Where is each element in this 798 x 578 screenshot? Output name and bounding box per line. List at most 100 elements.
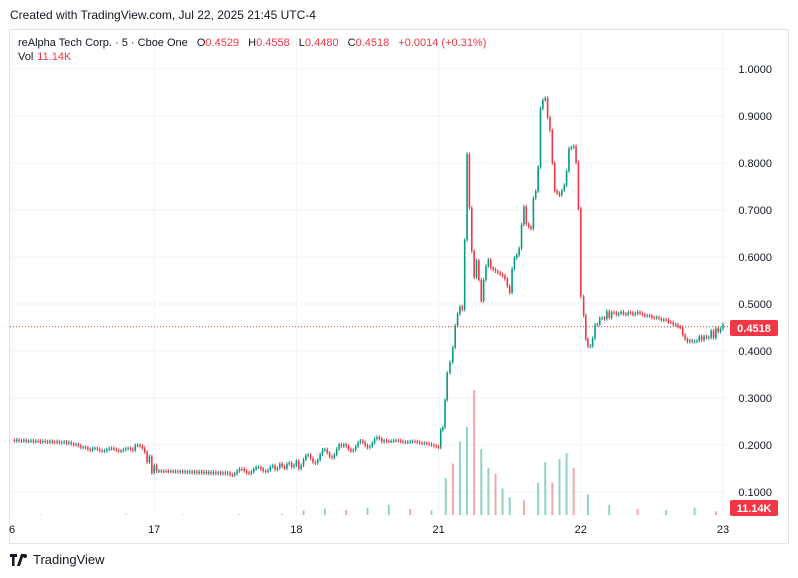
candle-body xyxy=(698,336,701,341)
candle-body xyxy=(615,312,618,315)
volume-bar xyxy=(608,504,611,515)
candle-body xyxy=(143,448,146,453)
candle-body xyxy=(667,319,670,322)
candle-body xyxy=(722,324,724,329)
candle-body xyxy=(300,465,302,469)
candle-body xyxy=(32,440,35,442)
candle-body xyxy=(665,319,667,321)
candle-body xyxy=(629,312,632,314)
volume-bar xyxy=(565,453,568,515)
candle-body xyxy=(115,449,118,451)
candle-body xyxy=(293,465,295,467)
volume-bar xyxy=(430,510,433,515)
candle-body xyxy=(134,445,137,451)
low-label: L xyxy=(298,37,305,49)
candle-body xyxy=(250,471,253,474)
candle-body xyxy=(127,448,129,450)
candle-body xyxy=(558,193,561,196)
candle-body xyxy=(295,461,298,466)
candle-body xyxy=(326,449,329,453)
candle-body xyxy=(587,339,589,347)
candle-body xyxy=(485,265,487,280)
volume-bar xyxy=(494,473,497,515)
candle-body xyxy=(425,442,428,444)
candle-body xyxy=(414,441,416,443)
candle-body xyxy=(542,100,544,109)
candle-body xyxy=(210,471,212,474)
candle-body xyxy=(328,452,331,457)
open-value: 0.4529 xyxy=(205,37,240,49)
candle-body xyxy=(715,328,717,338)
candle-body xyxy=(468,154,471,208)
candle-body xyxy=(276,468,279,470)
chart-frame[interactable] xyxy=(9,29,789,544)
candle-body xyxy=(641,313,644,315)
candle-body xyxy=(136,445,139,447)
candle-body xyxy=(406,442,409,444)
x-tick-label: 18 xyxy=(290,524,302,536)
candle-body xyxy=(94,448,96,450)
candle-body xyxy=(693,341,696,343)
candle-body xyxy=(546,98,549,118)
candle-body xyxy=(177,471,179,473)
candle-body xyxy=(231,474,234,476)
candle-body xyxy=(416,441,419,443)
candle-body xyxy=(226,472,229,474)
candle-body xyxy=(288,462,291,465)
candle-body xyxy=(103,450,106,452)
candle-body xyxy=(636,312,639,314)
candle-body xyxy=(433,445,435,446)
candle-body xyxy=(44,441,46,443)
candle-body xyxy=(589,345,592,347)
candle-body xyxy=(582,296,585,316)
candle-body xyxy=(494,269,497,272)
candle-body xyxy=(260,467,262,469)
candle-body xyxy=(172,471,174,473)
candle-body xyxy=(681,327,684,335)
candle-body xyxy=(385,440,388,442)
candle-body xyxy=(686,339,689,342)
last-price-badge-bg xyxy=(730,320,778,336)
volume-bar xyxy=(409,509,412,515)
vol-value: 11.14K xyxy=(37,51,72,63)
candle-body xyxy=(660,318,663,320)
candle-body xyxy=(162,471,165,473)
volume-bar xyxy=(466,426,469,515)
volume-bar xyxy=(522,500,525,515)
candle-body xyxy=(399,440,402,442)
candle-body xyxy=(508,286,511,293)
candle-body xyxy=(677,324,679,327)
candle-body xyxy=(217,472,219,474)
candle-body xyxy=(212,472,215,474)
candle-body xyxy=(354,446,357,451)
candle-body xyxy=(324,449,326,451)
candle-body xyxy=(331,456,333,458)
candle-body xyxy=(411,441,414,443)
y-tick-label: 0.4000 xyxy=(738,346,772,358)
candle-body xyxy=(345,444,347,447)
candle-body xyxy=(596,324,599,326)
volume-badge-text: 11.14K xyxy=(737,503,772,515)
candle-body xyxy=(672,322,675,325)
candle-body xyxy=(333,454,336,458)
candle-body xyxy=(297,461,300,469)
candle-body xyxy=(160,470,163,472)
candle-body xyxy=(598,318,601,325)
candle-body xyxy=(42,441,44,443)
candle-body xyxy=(703,336,705,340)
close-label: C xyxy=(347,37,356,49)
candle-body xyxy=(501,274,504,276)
candle-body xyxy=(279,463,281,469)
low-value: 0.4480 xyxy=(304,37,339,49)
candle-body xyxy=(53,442,56,444)
candle-body xyxy=(196,471,198,473)
candle-body xyxy=(338,444,340,449)
candle-body xyxy=(179,471,182,473)
candle-body xyxy=(544,98,547,101)
candle-body xyxy=(461,306,464,310)
volume-bar xyxy=(636,509,639,515)
candle-body xyxy=(489,259,492,268)
candle-body xyxy=(255,467,257,470)
candle-body xyxy=(37,440,39,442)
